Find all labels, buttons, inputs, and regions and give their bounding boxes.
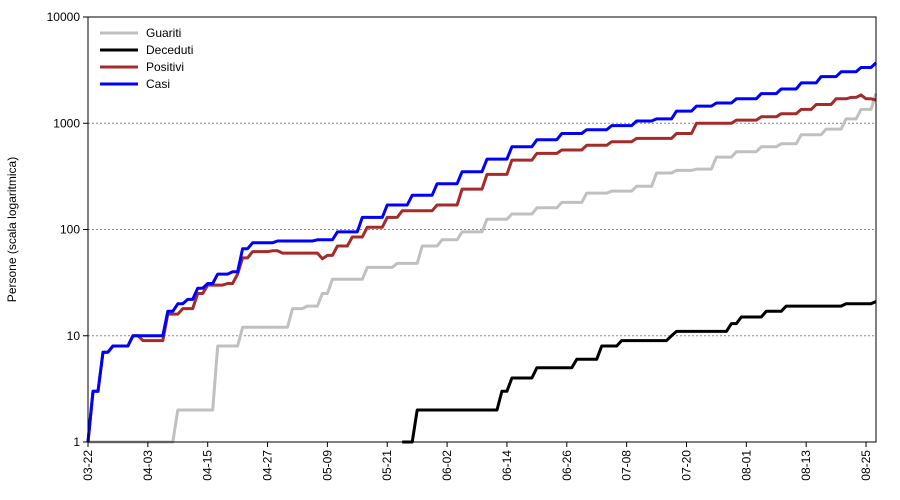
x-tick-label: 04-27 xyxy=(261,450,275,481)
x-tick-label: 06-02 xyxy=(440,450,454,481)
y-tick-label: 1 xyxy=(73,435,80,449)
y-axis-title: Persone (scala logaritmica) xyxy=(5,157,19,302)
x-tick-label: 03-22 xyxy=(81,450,95,481)
legend-label-deceduti: Deceduti xyxy=(146,43,193,57)
y-axis: 1 10 100 1000 10000 xyxy=(47,10,88,449)
legend-label-positivi: Positivi xyxy=(146,60,184,74)
y-tick-label: 100 xyxy=(60,223,80,237)
series-line-casi xyxy=(86,61,878,443)
x-tick-label: 06-14 xyxy=(500,450,514,481)
series-lines xyxy=(86,61,878,444)
series-line-deceduti xyxy=(402,300,877,444)
x-tick-label: 07-08 xyxy=(620,450,634,481)
y-tick-label: 10000 xyxy=(47,10,81,24)
x-tick-label: 08-13 xyxy=(799,450,813,481)
y-tick-label: 10 xyxy=(67,329,81,343)
x-tick-label: 05-09 xyxy=(320,450,334,481)
x-tick-label: 07-20 xyxy=(679,450,693,481)
x-tick-label: 04-03 xyxy=(141,450,155,481)
legend: Guariti Deceduti Positivi Casi xyxy=(100,26,193,91)
x-tick-label: 05-21 xyxy=(380,450,394,481)
x-tick-label: 08-25 xyxy=(859,450,873,481)
series-line-guariti xyxy=(88,93,878,444)
x-tick-label: 04-15 xyxy=(201,450,215,481)
series-line-positivi xyxy=(86,93,877,443)
legend-label-casi: Casi xyxy=(146,77,170,91)
y-tick-label: 1000 xyxy=(53,116,80,130)
x-tick-label: 06-26 xyxy=(560,450,574,481)
x-tick-label: 08-01 xyxy=(739,450,753,481)
x-axis: 03-22 04-03 04-15 04-27 05-09 05-21 06-02 06-14… xyxy=(81,442,873,481)
legend-label-guariti: Guariti xyxy=(146,26,181,40)
